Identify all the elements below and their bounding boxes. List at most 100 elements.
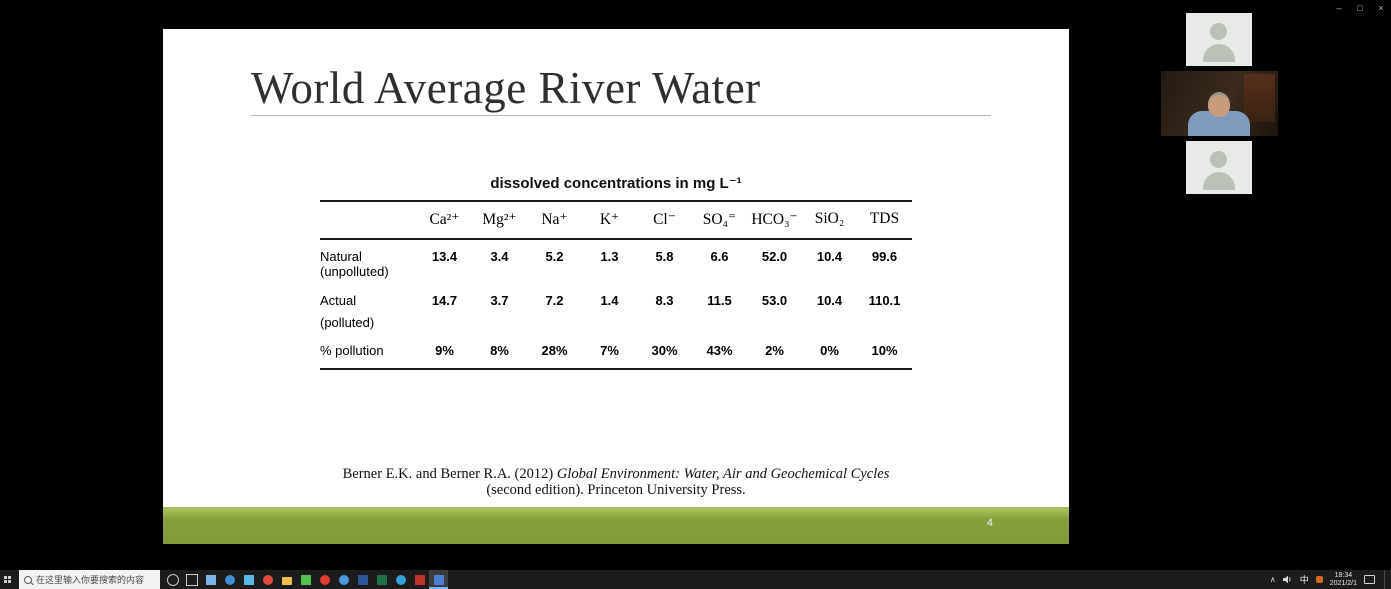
table-cell: 0% <box>820 343 839 358</box>
table-cell: 10% <box>871 343 898 358</box>
table-row: % pollution 9% 8% 28% 7% 30% 43% 2% 0% 10% <box>320 330 912 358</box>
table-cell: 5.8 <box>655 249 674 264</box>
table-cell: 52.0 <box>761 249 788 264</box>
table-header-row: Ca²⁺ Mg²⁺ Na⁺ K⁺ Cl⁻ SO₄⁼ HCO₃⁻ SiO₂ TDS <box>320 200 912 240</box>
citation-line2: (second edition). Princeton University P… <box>486 482 746 498</box>
taskbar-app-music[interactable] <box>315 570 334 589</box>
music-icon <box>319 574 330 585</box>
table-cell: 43% <box>706 343 733 358</box>
maximize-button[interactable]: □ <box>1357 3 1363 13</box>
taskbar-app-qq[interactable] <box>334 570 353 589</box>
taskbar-app-file-explorer[interactable] <box>277 570 296 589</box>
table-cell: 1.4 <box>600 293 619 308</box>
citation-authors: Berner E.K. and Berner R.A. (2012) <box>342 466 557 482</box>
taskbar-app-store[interactable] <box>239 570 258 589</box>
search-placeholder: 在这里输入你要搜索的内容 <box>36 575 145 585</box>
presentation-slide: World Average River Water dissolved conc… <box>163 29 1069 544</box>
taskbar-app-chrome[interactable] <box>258 570 277 589</box>
taskbar-app-mail[interactable] <box>201 570 220 589</box>
taskbar-app-wechat[interactable] <box>296 570 315 589</box>
column-header: K⁺ <box>599 211 620 228</box>
participant-tile[interactable] <box>1161 71 1278 136</box>
tray-app-icon[interactable] <box>1315 576 1323 583</box>
avatar-icon <box>1210 151 1227 168</box>
avatar-icon <box>1210 23 1227 40</box>
slide-footer-bar: 4 <box>163 507 1069 544</box>
table-cell: 30% <box>651 343 678 358</box>
system-tray: ∧ 中 18:34 2021/2/1 <box>1270 570 1391 589</box>
title-underline <box>251 115 991 116</box>
close-button[interactable]: × <box>1378 3 1384 13</box>
table-cell: 10.4 <box>816 293 843 308</box>
file-explorer-icon <box>281 576 292 585</box>
column-header: Cl⁻ <box>653 211 676 228</box>
table-cell: 2% <box>765 343 784 358</box>
tray-clock[interactable]: 18:34 2021/2/1 <box>1330 572 1357 588</box>
chrome-icon <box>262 574 273 585</box>
word-icon <box>357 574 368 585</box>
store-icon <box>243 574 254 585</box>
table-cell: 1.3 <box>600 249 619 264</box>
column-header: Mg²⁺ <box>482 211 517 228</box>
show-desktop-button[interactable] <box>1384 570 1388 589</box>
task-view-icon <box>185 573 198 586</box>
citation: Berner E.K. and Berner R.A. (2012) Globa… <box>163 466 1069 498</box>
qq-icon <box>338 574 349 585</box>
table-cell: 110.1 <box>868 293 901 308</box>
wechat-icon <box>300 574 311 585</box>
start-button[interactable] <box>0 570 19 589</box>
avatar-placeholder <box>1186 13 1252 66</box>
table-row: Natural (unpolluted) 13.4 3.4 5.2 1.3 5.8 6.6 52… <box>320 240 912 279</box>
taskbar-search-input[interactable]: 在这里输入你要搜索的内容 <box>19 570 160 589</box>
slide-title: World Average River Water <box>251 63 761 113</box>
taskbar-app-cortana[interactable] <box>163 570 182 589</box>
taskbar-app-pdf-reader[interactable] <box>410 570 429 589</box>
column-header: Na⁺ <box>541 211 568 228</box>
taskbar-app-excel[interactable] <box>372 570 391 589</box>
table-cell: 14.7 <box>431 293 458 308</box>
participant-tile[interactable] <box>1161 136 1278 199</box>
browser2-icon <box>395 574 406 585</box>
taskbar-app-browser2[interactable] <box>391 570 410 589</box>
mail-icon <box>205 574 216 585</box>
taskbar: 在这里输入你要搜索的内容 ∧ 中 18:34 2021/2/1 <box>0 570 1391 589</box>
table-cell: 7% <box>600 343 619 358</box>
taskbar-app-edge[interactable] <box>220 570 239 589</box>
column-header: Ca²⁺ <box>429 211 460 228</box>
table-cell: 6.6 <box>710 249 729 264</box>
table-cell: 8% <box>490 343 509 358</box>
window-controls: – □ × <box>1333 1 1387 15</box>
meeting-app-icon <box>433 574 444 585</box>
page-number: 4 <box>986 517 993 529</box>
table-cell: 13.4 <box>431 249 458 264</box>
row-label: Natural (unpolluted) <box>320 249 389 279</box>
windows-logo-icon <box>4 576 7 579</box>
table-cell: 28% <box>541 343 568 358</box>
hidden-icons-chevron[interactable]: ∧ <box>1269 575 1276 584</box>
taskbar-app-word[interactable] <box>353 570 372 589</box>
edge-icon <box>224 574 235 585</box>
row-label: % pollution <box>320 343 384 358</box>
table-caption: dissolved concentrations in mg L⁻¹ <box>490 175 742 192</box>
table-row: Actual (polluted) 14.7 3.7 7.2 1.4 8.3 11.5 53.0… <box>320 279 912 330</box>
ime-indicator[interactable]: 中 <box>1299 575 1309 585</box>
taskbar-app-meeting-app[interactable] <box>429 570 448 589</box>
notification-center-icon[interactable] <box>1364 575 1375 584</box>
avatar-placeholder <box>1186 141 1252 194</box>
participant-tile[interactable] <box>1161 8 1278 71</box>
citation-book-title: Global Environment: Water, Air and Geoch… <box>556 466 890 482</box>
cortana-icon <box>166 573 179 586</box>
table-cell: 53.0 <box>761 293 788 308</box>
column-header: SiO₂ <box>814 210 845 227</box>
row-label: Actual (polluted) <box>320 293 375 330</box>
participants-panel <box>1161 8 1278 199</box>
taskbar-app-task-view[interactable] <box>182 570 201 589</box>
table-cell: 99.6 <box>871 249 898 264</box>
table-cell: 10.4 <box>816 249 843 264</box>
pdf-reader-icon <box>414 574 425 585</box>
minimize-button[interactable]: – <box>1336 3 1342 13</box>
table-cell: 7.2 <box>545 293 564 308</box>
tray-time: 18:34 <box>1334 571 1353 579</box>
volume-icon[interactable] <box>1282 575 1293 584</box>
excel-icon <box>376 574 387 585</box>
